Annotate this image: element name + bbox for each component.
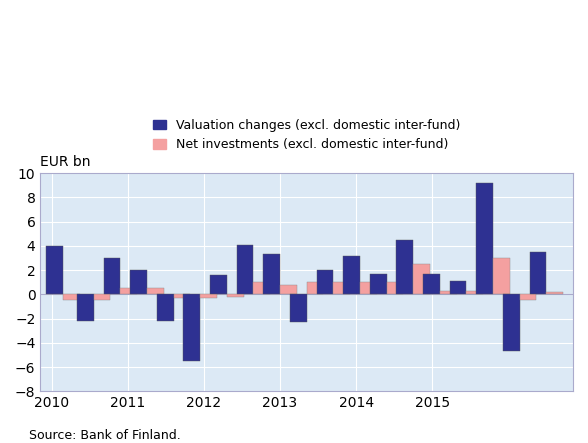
Bar	[440, 291, 456, 295]
Bar	[343, 256, 360, 295]
Bar	[503, 295, 520, 351]
Bar	[130, 270, 147, 295]
Bar	[121, 288, 137, 295]
Bar	[147, 288, 163, 295]
Bar	[77, 295, 93, 321]
Bar	[423, 274, 440, 295]
Bar	[360, 282, 377, 295]
Bar	[413, 264, 430, 295]
Bar	[493, 258, 510, 295]
Bar	[200, 295, 217, 298]
Bar	[476, 183, 493, 295]
Bar	[237, 245, 253, 295]
Bar	[546, 292, 563, 295]
Bar	[183, 295, 200, 361]
Text: Source: Bank of Finland.: Source: Bank of Finland.	[29, 428, 181, 442]
Bar	[386, 282, 403, 295]
Bar	[450, 281, 466, 295]
Legend: Valuation changes (excl. domestic inter-fund), Net investments (excl. domestic i: Valuation changes (excl. domestic inter-…	[148, 114, 465, 156]
Text: EUR bn: EUR bn	[41, 155, 91, 169]
Bar	[103, 258, 121, 295]
Bar	[370, 274, 386, 295]
Bar	[210, 275, 227, 295]
Bar	[530, 252, 546, 295]
Bar	[316, 270, 333, 295]
Bar	[466, 291, 483, 295]
Bar	[227, 295, 243, 297]
Bar	[333, 282, 350, 295]
Bar	[396, 240, 413, 295]
Bar	[253, 282, 270, 295]
Bar	[280, 285, 297, 295]
Bar	[93, 295, 111, 300]
Bar	[46, 246, 63, 295]
Bar	[157, 295, 173, 321]
Bar	[290, 295, 307, 323]
Bar	[520, 295, 536, 300]
Bar	[307, 282, 323, 295]
Bar	[173, 295, 191, 298]
Bar	[63, 295, 80, 300]
Bar	[263, 254, 280, 295]
